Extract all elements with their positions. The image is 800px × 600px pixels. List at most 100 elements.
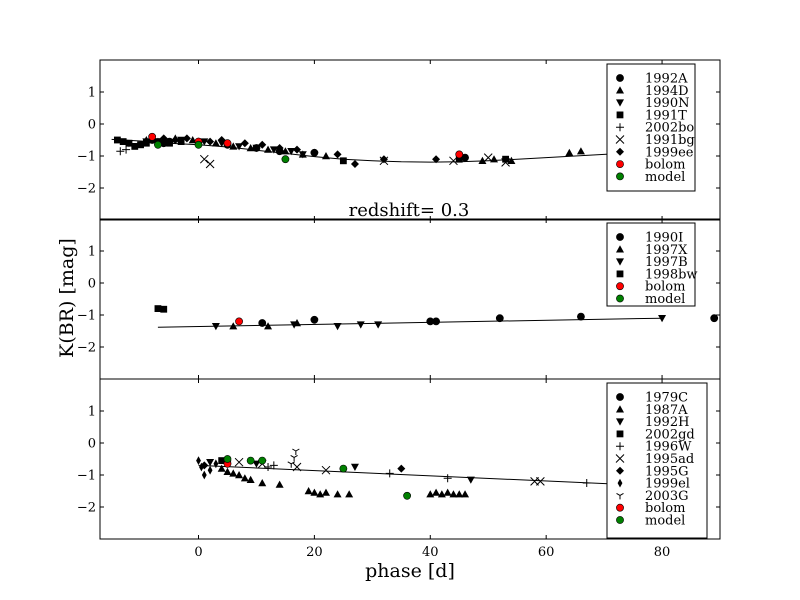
data-point-1997B — [290, 321, 299, 329]
data-point-1997B — [333, 323, 342, 331]
legend-marker-model — [616, 516, 624, 524]
data-point-1990N — [159, 140, 168, 148]
legend-marker-1996W — [616, 442, 624, 451]
data-point-1990I — [310, 315, 319, 324]
data-point-1999ee — [293, 145, 302, 154]
legend-marker-1999ee — [616, 147, 624, 156]
legend-top: 1992A1994D1990N1991T2002bo1991bg1999eebo… — [606, 63, 696, 192]
data-point-1990I — [577, 312, 585, 321]
y-tick-label: −1 — [77, 469, 96, 484]
legend-label: 1991bg — [645, 133, 695, 148]
series-bolom — [235, 317, 243, 326]
legend-marker-1991bg — [615, 135, 625, 144]
data-point-1999el — [199, 462, 204, 472]
legend-label: 1995G — [645, 464, 688, 479]
panel-frame — [99, 378, 721, 540]
data-point-1987A — [223, 467, 232, 475]
data-point-1999ee — [182, 134, 191, 143]
y-tick-label: 1 — [88, 245, 96, 260]
data-point-1991T — [502, 155, 510, 163]
legend-label: 1979C — [645, 391, 688, 406]
data-point-1987A — [229, 469, 238, 477]
data-point-1990N — [252, 144, 261, 152]
data-point-1991bg — [205, 159, 215, 169]
x-tick-label: 0 — [194, 545, 202, 560]
data-point-1994D — [565, 148, 574, 156]
data-point-model — [223, 455, 232, 463]
legend-marker-1992A — [616, 74, 624, 82]
panel-bottom: 10−1−21979C1987A1992H2002gd1996W1995ad19… — [77, 378, 721, 540]
data-point-1991T — [339, 157, 347, 165]
legend-label: bolom — [645, 280, 685, 295]
data-point-1991T — [142, 139, 150, 147]
legend-marker-1991T — [616, 111, 624, 119]
legend-marker-bolom — [616, 282, 624, 291]
data-point-1990N — [235, 143, 244, 151]
data-point-1997B — [211, 323, 220, 331]
y-tick-label: 0 — [88, 437, 96, 452]
series-model — [154, 140, 290, 164]
legend-marker-2003G — [616, 492, 624, 500]
legend-label: bolom — [645, 158, 685, 173]
y-tick-label: −1 — [77, 309, 96, 324]
data-point-2003G — [292, 448, 300, 455]
panel-frame — [99, 59, 721, 221]
data-point-1999ee — [275, 144, 284, 152]
y-tick-label: −2 — [77, 341, 96, 356]
legend-label: model — [645, 514, 685, 529]
data-point-1997B — [658, 315, 667, 323]
legend-marker-1990N — [616, 99, 624, 107]
series-1997B — [211, 315, 667, 331]
data-point-1999ee — [432, 155, 441, 164]
data-point-1996W — [385, 469, 394, 478]
data-point-1992H — [206, 459, 215, 467]
series-2003G — [287, 448, 300, 468]
data-point-1995ad — [321, 465, 331, 475]
legend-marker-model — [616, 172, 624, 181]
data-point-1999el — [207, 465, 213, 475]
y-tick-label: −2 — [77, 501, 96, 516]
legend-marker-1997B — [616, 258, 624, 266]
data-point-1991T — [137, 141, 144, 149]
data-point-1994D — [321, 152, 330, 160]
x-tick-label: 80 — [654, 545, 671, 560]
data-point-1990I — [495, 314, 504, 323]
legend-marker-1987A — [616, 405, 624, 413]
data-point-model — [154, 140, 162, 149]
legend-marker-bolom — [616, 503, 624, 512]
legend-label: model — [645, 170, 685, 185]
legend-label: 1992A — [645, 72, 688, 87]
data-point-1991T — [113, 136, 121, 144]
legend-marker-1979C — [616, 393, 624, 401]
data-point-2002bo — [116, 147, 125, 156]
data-point-1995ad — [234, 457, 244, 467]
panel-data — [196, 448, 663, 500]
data-point-1990I — [258, 319, 267, 327]
data-point-1995G — [397, 464, 406, 473]
data-point-1991T — [131, 143, 139, 150]
x-axis-label: phase [d] — [365, 560, 455, 582]
legend-marker-1997X — [616, 245, 624, 253]
legend-marker-1995G — [616, 466, 624, 475]
data-point-1987A — [246, 475, 255, 483]
data-point-1991bg — [501, 158, 510, 167]
data-point-1997X — [229, 322, 238, 330]
data-point-1990N — [298, 151, 307, 159]
data-point-1997B — [374, 321, 383, 329]
legend-marker-2002bo — [616, 123, 624, 132]
data-point-1999ee — [350, 160, 359, 168]
legend-label: 1997B — [645, 255, 688, 270]
y-tick-label: 0 — [88, 118, 96, 133]
fit-curve — [157, 317, 663, 328]
legend-label: 1990N — [645, 96, 689, 111]
data-point-1995ad — [292, 462, 302, 472]
legend-label: 2002gd — [645, 427, 695, 442]
panel-data — [111, 132, 663, 169]
data-point-model — [403, 491, 412, 500]
data-point-1992H — [466, 476, 475, 484]
panels: 1 0 −1 −2 1992A1994D1990N1991T2002bo1991bg19… — [77, 59, 721, 560]
data-point-1987A — [310, 488, 319, 496]
data-point-2003G — [287, 461, 295, 468]
data-point-1997B — [356, 321, 365, 329]
